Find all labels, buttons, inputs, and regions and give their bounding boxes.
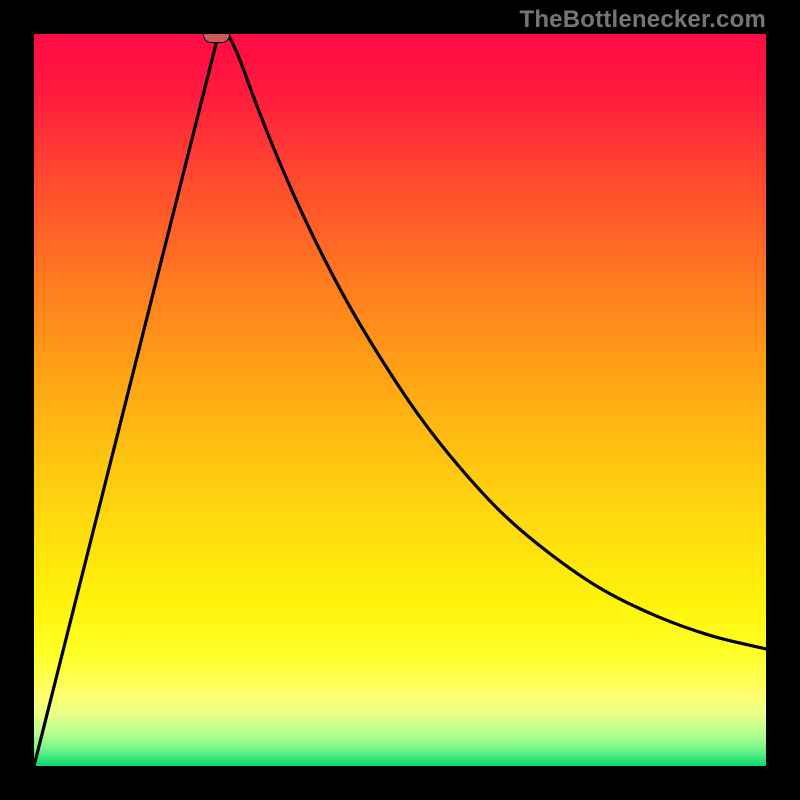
bottleneck-curve (34, 34, 766, 766)
plot-area (34, 34, 766, 766)
watermark-text: TheBottlenecker.com (519, 6, 766, 34)
chart-frame: TheBottlenecker.com (0, 0, 800, 800)
